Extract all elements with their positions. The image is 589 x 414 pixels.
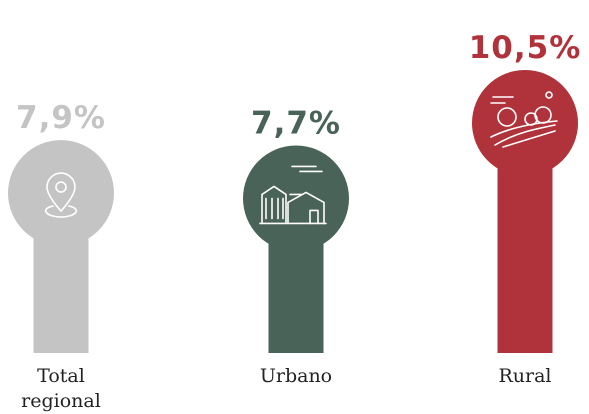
building: [259, 185, 327, 225]
pin: [46, 172, 76, 212]
pin-dot: [55, 181, 67, 193]
tree: [534, 106, 552, 124]
bar: [472, 70, 578, 353]
tree: [497, 107, 517, 127]
icon: [490, 91, 558, 148]
value-label: 10,5%: [469, 30, 582, 66]
value-label: 7,7%: [251, 105, 341, 141]
category-label: Rural: [498, 365, 552, 387]
sun: [545, 91, 553, 99]
category-label: Total regional: [21, 365, 101, 412]
bar: [243, 145, 349, 353]
bar-head: [472, 70, 578, 176]
icon: [259, 165, 327, 225]
value-label: 7,9%: [16, 100, 106, 136]
tree: [524, 112, 538, 126]
bar-head: [8, 140, 114, 247]
icon: [44, 172, 78, 218]
category-label: Urbano: [259, 365, 333, 387]
field: [490, 96, 558, 148]
pin-base: [44, 205, 78, 218]
house: [287, 165, 325, 225]
bar: [8, 140, 114, 353]
